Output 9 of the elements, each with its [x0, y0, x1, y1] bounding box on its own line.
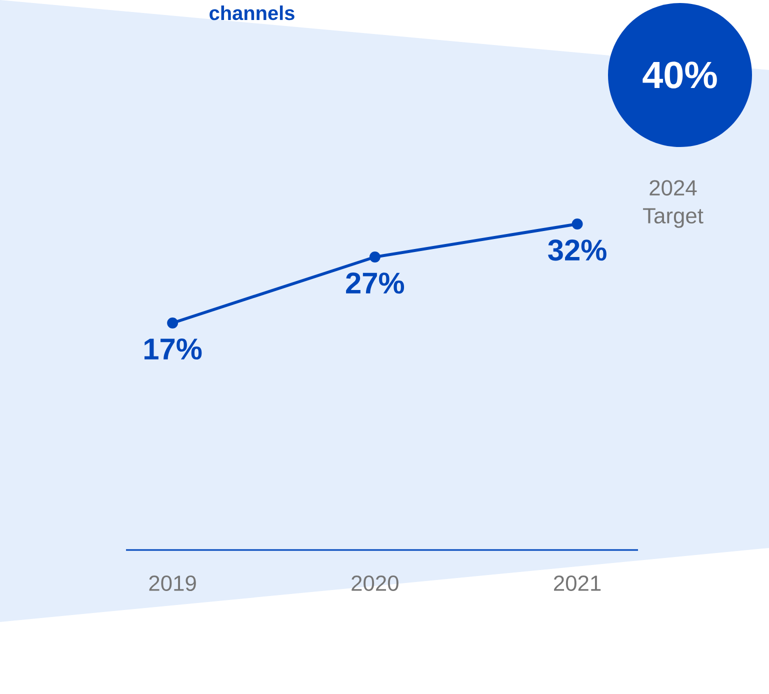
text: 40%	[642, 62, 717, 88]
x-tick-label: 2020	[352, 575, 398, 592]
annotation: 2024 Target	[643, 180, 704, 228]
x-tick-label: 2019	[149, 575, 196, 592]
data-label: 27%	[346, 272, 404, 294]
data-label: 32%	[548, 240, 606, 261]
x-tick-label: 2021	[554, 575, 601, 592]
chart-title: channels	[210, 6, 294, 20]
data-label: 17%	[144, 338, 202, 360]
